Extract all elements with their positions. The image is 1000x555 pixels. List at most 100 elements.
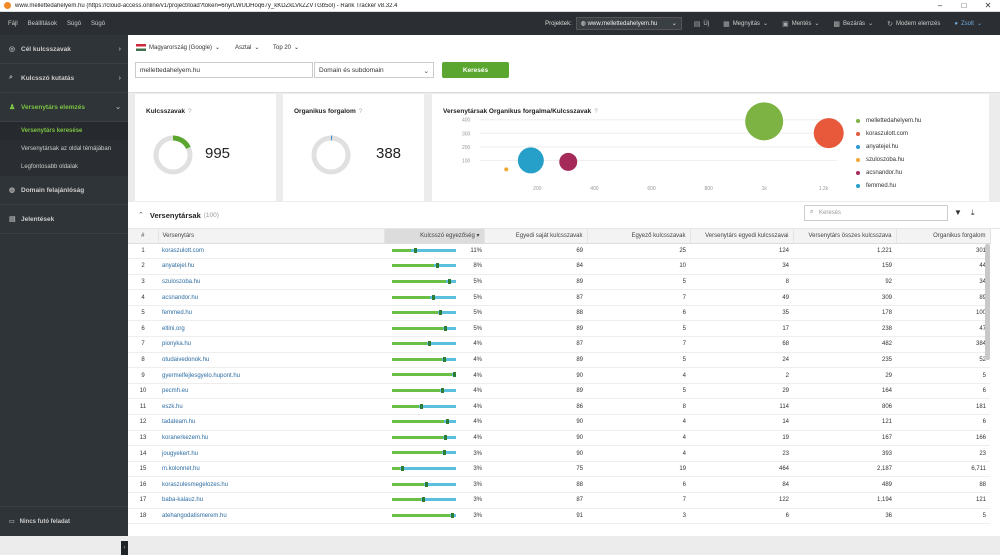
row-domain-link[interactable]: pionyka.hu <box>158 336 384 353</box>
row-common: 19 <box>587 461 690 478</box>
sidebar-item-reports[interactable]: ▤ Jelentések <box>0 205 128 234</box>
maximize-button[interactable]: □ <box>961 1 967 10</box>
search-button[interactable]: Keresés <box>442 62 509 78</box>
table-row[interactable]: 6 eltini.org 5% 89 5 17 238 47 <box>128 320 990 338</box>
bubble-szuloszoba-hu[interactable] <box>504 167 509 172</box>
bubble-koraszulott-com[interactable] <box>813 118 844 149</box>
menu-help-2[interactable]: Súgó <box>91 20 106 27</box>
close-project-button[interactable]: ▩ Bezárás ⌄ <box>833 20 874 28</box>
row-domain-link[interactable]: tadateam.hu <box>158 414 384 431</box>
row-domain-link[interactable]: eszk.hu <box>158 398 384 416</box>
legend-item[interactable]: mellettedahelyem.hu <box>856 114 921 127</box>
modern-analysis-button[interactable]: ↻ Modern elemzés <box>887 20 941 28</box>
table-scrollbar[interactable] <box>985 244 990 360</box>
top-select[interactable]: Top 20 ⌄ <box>273 44 300 52</box>
legend-label: koraszulott.com <box>866 130 909 137</box>
col-traffic-header[interactable]: Organikus forgalom <box>896 229 991 244</box>
table-row[interactable]: 14 jougyekert.hu 3% 90 4 23 393 23 <box>128 445 990 462</box>
save-button[interactable]: ▣ Mentés ⌄ <box>782 20 820 28</box>
table-row[interactable]: 8 otudaivedonok.hu 4% 89 5 24 235 52 <box>128 352 990 369</box>
table-row[interactable]: 11 eszk.hu 4% 86 8 114 806 181 <box>128 398 990 416</box>
row-domain-link[interactable]: koraszulesmegelozes.hu <box>158 476 384 493</box>
table-row[interactable]: 17 baba-kalauz.hu 3% 87 7 122 1,194 121 <box>128 492 990 509</box>
row-domain-link[interactable]: otudaivedonok.hu <box>158 352 384 369</box>
legend-item[interactable]: acsnandor.hu <box>856 166 921 179</box>
legend-item[interactable]: anyatejel.hu <box>856 140 921 153</box>
collapse-icon[interactable]: ⌃ <box>138 212 144 219</box>
table-row[interactable]: 13 koranerkezem.hu 4% 90 4 19 167 166 <box>128 430 990 447</box>
domain-input[interactable]: mellettedahelyem.hu <box>135 62 313 78</box>
row-domain-link[interactable]: gyermelfejlesgyelo.hupont.hu <box>158 367 384 384</box>
table-row[interactable]: 7 pionyka.hu 4% 87 7 68 482 384 <box>128 336 990 353</box>
menu-help[interactable]: Súgó <box>67 20 82 27</box>
table-row[interactable]: 18 atehangodatismerem.hu 3% 91 3 6 36 5 <box>128 508 990 525</box>
user-icon: ● <box>954 20 958 27</box>
table-row[interactable]: 1 koraszulott.com 11% 69 25 124 1,221 301 <box>128 243 990 260</box>
row-domain-link[interactable]: acsnandor.hu <box>158 289 384 306</box>
sidebar-sub-find-competitors[interactable]: Versenytárs keresése <box>0 122 128 140</box>
row-domain-link[interactable]: femmed.hu <box>158 305 384 322</box>
scope-select[interactable]: Domain és subdomain ⌄ <box>314 62 434 78</box>
table-row[interactable]: 10 pecmh.eu 4% 89 5 29 164 6 <box>128 383 990 400</box>
sidebar-item-target-keywords[interactable]: ◎ Cél kulcsszavak › <box>0 35 128 64</box>
menu-file[interactable]: Fájl <box>8 20 18 27</box>
menu-settings[interactable]: Beállítások <box>27 20 58 27</box>
row-domain-link[interactable]: pecmh.eu <box>158 383 384 400</box>
col-comp-total-header[interactable]: Versenytárs összes kulcsszava <box>793 229 897 244</box>
help-icon[interactable]: ? <box>358 108 363 115</box>
open-button[interactable]: ▦ Megnyitás ⌄ <box>723 20 769 28</box>
col-comp-unique-header[interactable]: Versenytárs egyedi kulcsszavai <box>690 229 794 244</box>
row-domain-link[interactable]: m.kolonnet.hu <box>158 461 384 478</box>
sidebar-collapse-button[interactable]: ‹ <box>121 541 128 555</box>
sidebar-sub-top-pages[interactable]: Legfontosabb oldalak <box>0 158 128 176</box>
col-rank-header[interactable]: # <box>128 229 159 244</box>
table-search-input[interactable]: Keresés <box>804 205 948 221</box>
sidebar-sub-topic-competitors[interactable]: Versenytársak az oldal témájában <box>0 140 128 158</box>
table-row[interactable]: 15 m.kolonnet.hu 3% 75 19 464 2,187 6,711 <box>128 461 990 478</box>
project-select[interactable]: ◍ www.mellettedahelyem.hu ⌄ <box>575 17 682 30</box>
table-row[interactable]: 3 szuloszoba.hu 5% 89 5 8 92 34 <box>128 274 990 291</box>
legend-item[interactable]: szuloszoba.hu <box>856 153 921 166</box>
sidebar-item-keyword-research[interactable]: ⌕ Kulcsszó kutatás › <box>0 64 128 93</box>
table-row[interactable]: 2 anyatejel.hu 8% 84 10 34 159 44 <box>128 258 990 275</box>
table-row[interactable]: 5 femmed.hu 5% 88 6 35 178 100 <box>128 305 990 322</box>
col-competitor-header[interactable]: Versenytárs <box>158 229 385 244</box>
new-button[interactable]: ▤ Új <box>693 20 710 28</box>
user-menu[interactable]: ● Zsolt ⌄ <box>954 20 982 28</box>
export-icon[interactable]: ⤓ <box>971 208 975 217</box>
country-select[interactable]: Magyarország (Google) ⌄ <box>136 44 220 51</box>
table-row[interactable]: 12 tadateam.hu 4% 90 4 14 121 6 <box>128 414 990 431</box>
close-button[interactable]: ✕ <box>984 1 992 10</box>
col-common-header[interactable]: Egyező kulcsszavak <box>587 229 691 244</box>
bubble-mellettedahelyem-hu[interactable] <box>745 102 784 141</box>
help-icon[interactable]: ? <box>594 108 598 115</box>
overlap-bar-marker <box>414 247 418 253</box>
legend-item[interactable]: femmed.hu <box>856 179 921 192</box>
help-icon[interactable]: ? <box>188 108 192 115</box>
row-domain-link[interactable]: koraszulott.com <box>158 243 384 260</box>
table-row[interactable]: 9 gyermelfejlesgyelo.hupont.hu 4% 90 4 2 29 5 <box>128 367 990 384</box>
table-row[interactable]: 4 acsnandor.hu 5% 87 7 49 309 89 <box>128 289 990 306</box>
sidebar-item-domain-strength[interactable]: ◍ Domain felajánlóság <box>0 176 128 205</box>
row-domain-link[interactable]: anyatejel.hu <box>158 258 384 275</box>
row-domain-link[interactable]: koranerkezem.hu <box>158 430 384 447</box>
bubble-acsnandor-hu[interactable] <box>559 152 578 171</box>
row-domain-link[interactable]: szuloszoba.hu <box>158 274 384 291</box>
col-own-unique-header[interactable]: Egyedi saját kulcsszavak <box>484 229 588 244</box>
col-keyword-overlap-header[interactable]: Kulcsszó egyezőség ▾ <box>384 229 485 244</box>
device-select[interactable]: Asztal ⌄ <box>235 44 260 52</box>
minimize-button[interactable]: – <box>937 1 943 10</box>
row-domain-link[interactable]: jougyekert.hu <box>158 445 384 462</box>
y-tick-label: 400 <box>462 118 471 124</box>
row-domain-link[interactable]: atehangodatismerem.hu <box>158 508 384 525</box>
row-domain-link[interactable]: baba-kalauz.hu <box>158 492 384 509</box>
row-domain-link[interactable]: eltini.org <box>158 320 384 338</box>
bubble-femmed-hu[interactable] <box>517 147 544 174</box>
row-rank: 18 <box>128 508 158 525</box>
table-row[interactable]: 16 koraszulesmegelozes.hu 3% 88 6 84 489 88 <box>128 476 990 493</box>
row-own-unique: 86 <box>484 398 587 416</box>
filter-icon[interactable]: ▼ <box>954 208 962 217</box>
row-comp-total: 235 <box>793 352 896 369</box>
legend-item[interactable]: koraszulott.com <box>856 127 921 140</box>
sidebar-item-competitor-analysis[interactable]: ♟ Versenytárs elemzés ⌄ <box>0 93 128 122</box>
